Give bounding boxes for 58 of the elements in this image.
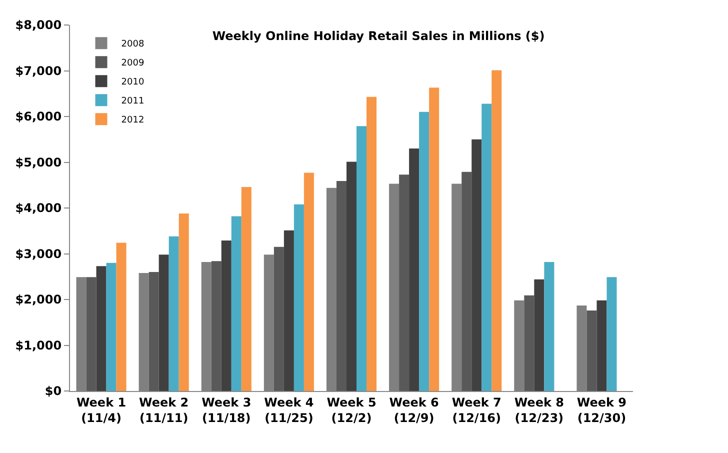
bar	[462, 172, 472, 391]
bar	[106, 262, 116, 391]
bar	[419, 112, 430, 391]
x-tick-label: Week 1 (11/4)	[76, 395, 126, 425]
bar	[284, 230, 294, 391]
bar	[294, 204, 304, 391]
y-tick-label: $2,000	[15, 292, 62, 307]
y-tick-label: $5,000	[15, 155, 62, 170]
bar	[116, 242, 126, 391]
legend-label: 2008	[121, 40, 144, 50]
x-tick-label: Week 5 (12/2)	[326, 395, 376, 425]
y-tick-label: $1,000	[15, 338, 62, 352]
bar	[158, 254, 169, 391]
bar	[211, 261, 222, 391]
legend-label: 2010	[121, 78, 144, 88]
bar	[472, 139, 482, 391]
bar	[429, 88, 440, 391]
x-tick-label: Week 6 (12/9)	[389, 395, 439, 425]
legend-label: 2011	[121, 96, 144, 107]
x-tick-label: Week 8 (12/23)	[514, 395, 564, 425]
x-tick-label: Week 7 (12/16)	[452, 395, 502, 425]
x-tick-label: Week 9 (12/30)	[576, 395, 627, 425]
bar	[168, 236, 179, 391]
bar	[96, 266, 106, 391]
bar	[274, 246, 284, 391]
bar	[86, 277, 96, 391]
bar	[399, 174, 410, 391]
legend-label: 2012	[121, 116, 144, 126]
bar	[524, 295, 534, 391]
y-tick-label: $8,000	[15, 18, 62, 32]
x-tick-label: Week 4 (11/25)	[264, 395, 314, 425]
legend-label: 2009	[121, 58, 144, 69]
bar	[231, 216, 242, 391]
bar	[586, 310, 597, 391]
bar	[366, 96, 377, 391]
y-tick-label: $4,000	[15, 201, 62, 216]
bar	[482, 104, 492, 391]
chart-title: Weekly Online Holiday Retail Sales in Millions ($)	[212, 29, 545, 44]
bar	[221, 240, 232, 391]
y-tick-label: $6,000	[15, 110, 62, 124]
bar	[304, 172, 314, 391]
bar	[148, 272, 159, 391]
bar	[356, 126, 367, 391]
y-tick-label: $0	[44, 384, 62, 398]
bar	[596, 300, 607, 391]
bar	[534, 279, 544, 391]
x-tick-label: Week 2 (11/11)	[139, 395, 189, 425]
x-tick-label: Week 3 (11/18)	[202, 395, 252, 425]
y-tick-label: $3,000	[15, 246, 62, 261]
bar	[336, 181, 346, 391]
bar	[178, 213, 189, 391]
bar	[409, 148, 420, 391]
y-tick-label: $7,000	[15, 64, 62, 78]
bar	[241, 186, 252, 391]
bar	[606, 277, 617, 391]
bar	[492, 70, 502, 391]
bar	[346, 162, 356, 391]
bar	[544, 262, 554, 391]
